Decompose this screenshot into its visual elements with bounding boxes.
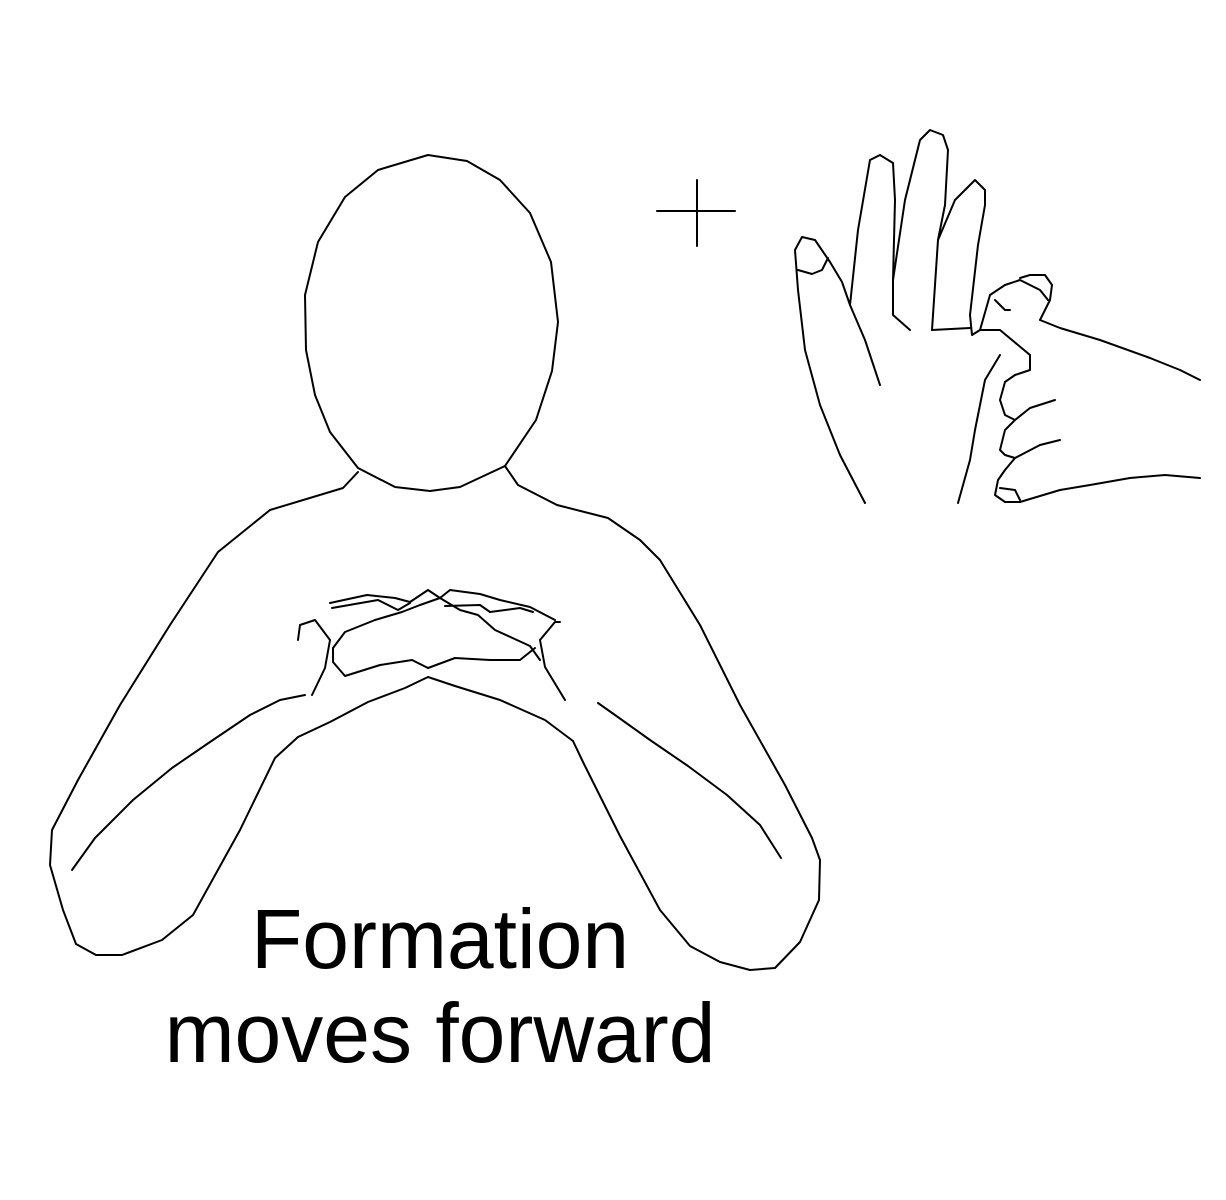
inset-open-hand-thumbnail — [797, 257, 829, 275]
plus-icon — [656, 179, 736, 247]
inset-point-hand-nail — [994, 299, 1011, 311]
inset-point-hand-knuckle-2 — [999, 419, 1061, 459]
inset-point-hand-index-lower — [979, 329, 1031, 356]
hands-inner-left — [332, 647, 429, 677]
head-outline — [304, 154, 559, 492]
body-left-outline — [49, 471, 359, 956]
inset-point-hand-index — [979, 279, 1049, 331]
inset-open-hand-wrist — [957, 354, 1001, 504]
hand-right-side — [539, 621, 566, 701]
inset-point-hand-index-top — [1019, 274, 1201, 381]
hands-mid-right — [439, 597, 541, 661]
inset-open-hand-middle — [892, 129, 949, 331]
caption: Formation moves forward — [80, 892, 800, 1080]
body-right-outline — [504, 465, 821, 971]
inset-open-hand-palm — [849, 304, 881, 386]
hands-inner-right — [427, 647, 536, 669]
right-inner-arm — [597, 702, 782, 859]
inset-open-hand-index — [849, 154, 911, 331]
hand-left-side — [297, 619, 331, 696]
inset-point-hand-thumbnail — [999, 487, 1021, 501]
caption-line-1: Formation — [250, 892, 630, 986]
hands-top-right-under — [444, 604, 534, 613]
hands-top-right — [439, 589, 556, 621]
inset-point-hand-thumb — [994, 457, 1201, 503]
hands-top-left-under — [331, 599, 411, 611]
hands-top-left — [329, 589, 441, 604]
inset-open-hand-outline — [794, 236, 866, 504]
inset-point-hand-knuckle-1 — [999, 354, 1056, 421]
caption-line-2: moves forward — [164, 986, 716, 1080]
left-inner-arm — [71, 694, 306, 871]
hands-mid-left — [332, 597, 441, 649]
inset-open-hand-ring — [937, 179, 986, 336]
hands-lower-edge — [297, 676, 574, 742]
inset-open-hand-edge — [931, 327, 971, 331]
